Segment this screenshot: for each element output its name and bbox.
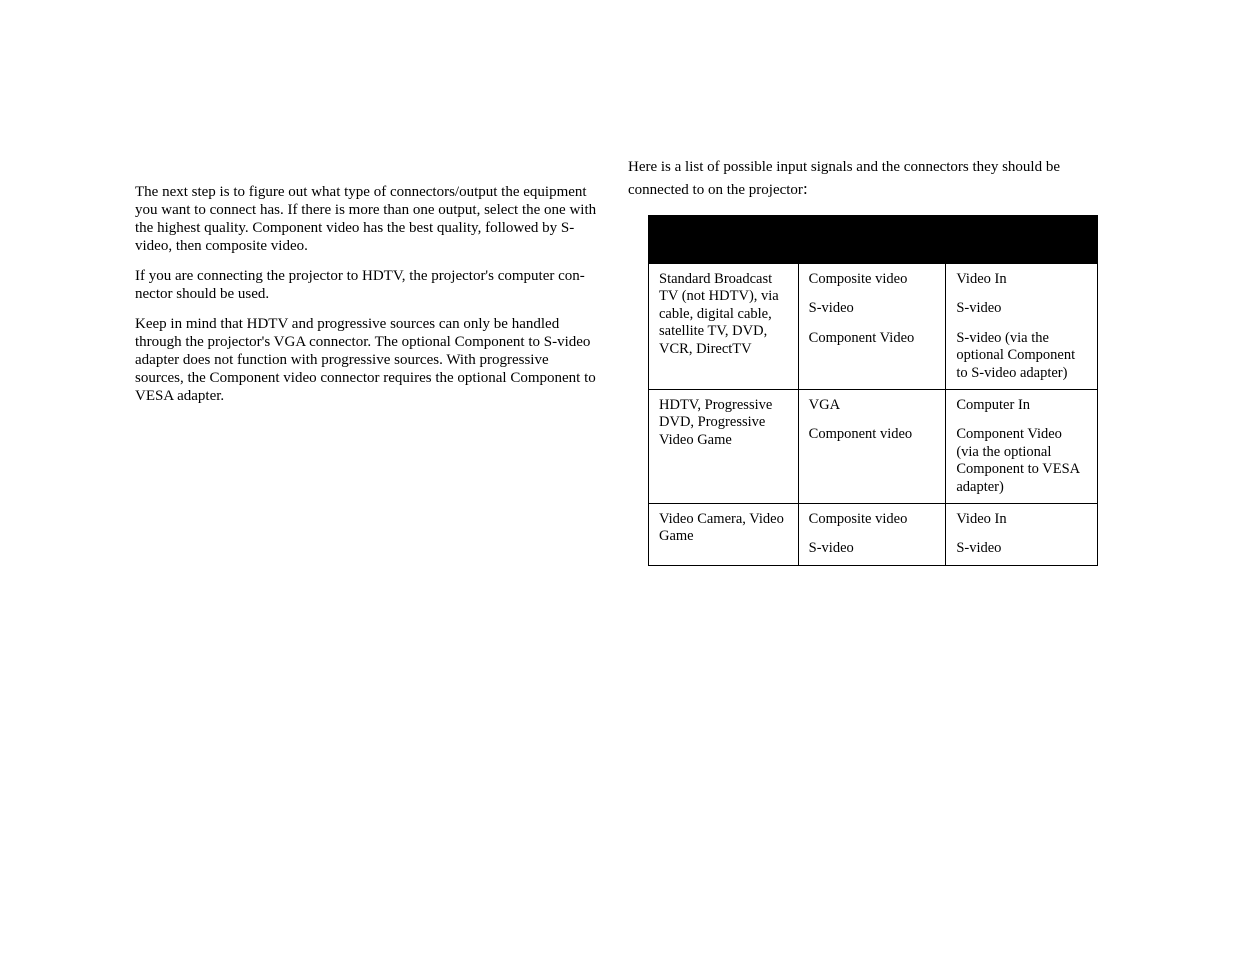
cell-source: Standard Broadcast TV (not HDTV), via ca… bbox=[649, 264, 799, 390]
paragraph-connectors-intro: The next step is to figure out what type… bbox=[135, 183, 600, 255]
table-row: Standard Broadcast TV (not HDTV), via ca… bbox=[649, 264, 1098, 390]
table-intro: Here is a list of possible input signals… bbox=[628, 158, 1098, 200]
table-row: Video Camera, Video Game Composite video… bbox=[649, 503, 1098, 565]
intro-colon bbox=[803, 182, 808, 198]
table-header-row bbox=[649, 216, 1098, 264]
cell-source: Video Camera, Video Game bbox=[649, 503, 799, 565]
table-header-col1 bbox=[649, 216, 799, 264]
cell-outputs: Composite video S-video bbox=[798, 503, 946, 565]
table-row: HDTV, Progressive DVD, Progressive Video… bbox=[649, 389, 1098, 503]
signal-connector-table: Standard Broadcast TV (not HDTV), via ca… bbox=[648, 215, 1098, 566]
cell-source: HDTV, Progressive DVD, Progressive Video… bbox=[649, 389, 799, 503]
cell-outputs: VGA Component video bbox=[798, 389, 946, 503]
right-column: Here is a list of possible input signals… bbox=[628, 158, 1098, 566]
table-header-col3 bbox=[946, 216, 1098, 264]
cell-connectors: Video In S-video S-video (via the option… bbox=[946, 264, 1098, 390]
cell-outputs: Composite video S-video Component Video bbox=[798, 264, 946, 390]
table-header-col2 bbox=[798, 216, 946, 264]
paragraph-hdtv-note: If you are connecting the projector to H… bbox=[135, 267, 600, 303]
left-column: The next step is to figure out what type… bbox=[135, 183, 600, 417]
cell-connectors: Video In S-video bbox=[946, 503, 1098, 565]
cell-connectors: Computer In Component Video (via the opt… bbox=[946, 389, 1098, 503]
paragraph-progressive-note: Keep in mind that HDTV and progressive s… bbox=[135, 315, 600, 405]
